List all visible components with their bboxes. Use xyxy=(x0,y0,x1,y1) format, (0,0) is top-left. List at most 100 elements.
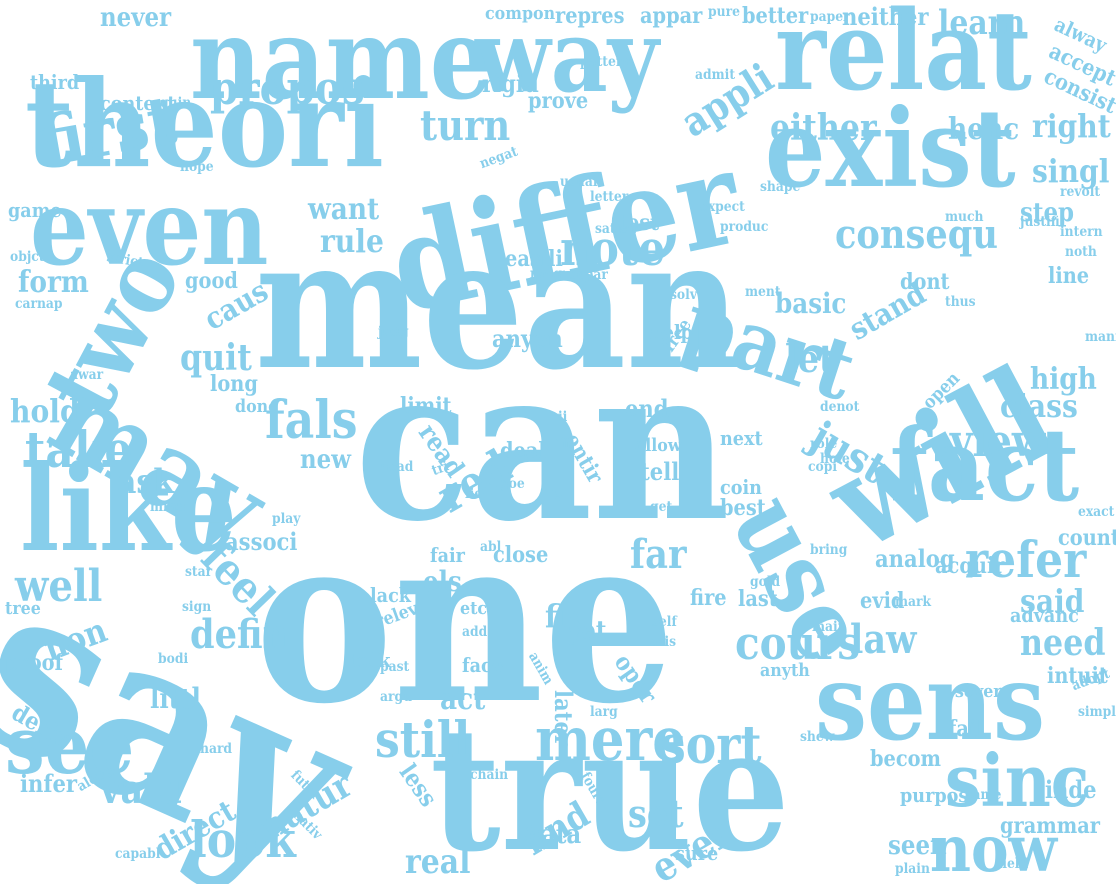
word-get: get xyxy=(650,499,673,515)
word-anyth: anyth xyxy=(760,660,810,681)
word-basic: basic xyxy=(775,287,847,320)
word-name: name xyxy=(190,0,493,125)
word-neither: neither xyxy=(842,2,929,31)
word-star: star xyxy=(185,564,213,580)
word-see: see xyxy=(5,698,135,792)
word-high: high xyxy=(1030,362,1097,397)
word-defin: defin xyxy=(190,611,289,658)
word-head: head xyxy=(380,459,414,475)
word-admit: admit xyxy=(695,67,736,83)
word-shape: shape xyxy=(760,179,801,195)
word-take: take xyxy=(25,420,133,479)
word-far: far xyxy=(630,531,687,578)
word-fix: fix xyxy=(545,597,583,635)
word-right: right xyxy=(1032,107,1112,145)
word-content: content xyxy=(100,91,176,115)
word-propos: propos xyxy=(210,61,365,115)
word-fall: fall xyxy=(550,489,573,505)
word-limit: limit xyxy=(400,393,452,419)
word-exist: exist xyxy=(765,86,1016,212)
word-law: law xyxy=(850,616,917,663)
word-larg: larg xyxy=(590,704,618,720)
word-simpl: simpl xyxy=(1078,704,1116,720)
word-advanc: advanc xyxy=(1010,603,1079,627)
word-one: one xyxy=(255,485,676,755)
word-carnap: carnap xyxy=(15,296,63,312)
word-inde: inde xyxy=(1045,775,1097,804)
word-well: well xyxy=(15,561,103,612)
word-ment: ment xyxy=(745,284,781,300)
word-sens: sens xyxy=(815,640,1046,764)
word-bring: bring xyxy=(810,542,848,558)
word-rule: rule xyxy=(320,222,384,260)
word-form: form xyxy=(18,265,89,300)
word-want: want xyxy=(308,192,380,227)
word-purpos: purpos xyxy=(900,783,969,807)
word-turn: turn xyxy=(420,101,511,150)
word-denot: denot xyxy=(820,399,860,415)
word-compon: compon xyxy=(485,3,556,24)
word-noth: noth xyxy=(1065,244,1097,260)
word-revolt: revolt xyxy=(1060,184,1101,200)
word-bodi: bodi xyxy=(158,651,189,667)
word-play: play xyxy=(272,511,301,527)
word-becom: becom xyxy=(870,746,942,772)
word-rang: rang xyxy=(530,266,563,282)
word-face: face xyxy=(462,653,503,677)
word-hole: hole xyxy=(820,451,850,467)
word-associ: associ xyxy=(225,527,298,556)
word-sign: sign xyxy=(182,599,212,615)
word-singl: singl xyxy=(1032,152,1110,190)
word-shew: shew xyxy=(800,729,835,745)
word-hold: hold xyxy=(10,392,80,430)
word-talk: talk xyxy=(352,648,391,672)
word-either: either xyxy=(770,107,877,149)
word-grammar: grammar xyxy=(1000,813,1101,839)
word-intuit: intuit xyxy=(1046,663,1108,689)
word-appar: appar xyxy=(640,3,703,29)
word-view: view xyxy=(950,416,1046,467)
word-act: act xyxy=(440,682,486,717)
word-test: test xyxy=(618,210,660,236)
word-exact: exact xyxy=(1078,504,1115,520)
word-chain: chain xyxy=(470,767,509,783)
word-rigid: rigid xyxy=(482,69,539,98)
word-fire: fire xyxy=(690,585,727,611)
word-evid: evid xyxy=(860,588,905,614)
word-came: came xyxy=(965,787,1002,803)
word-tree: tree xyxy=(5,598,41,619)
word-iff: iff xyxy=(555,436,570,452)
word-game: game xyxy=(8,198,62,222)
word-real: real xyxy=(405,842,471,882)
word-valu: valu xyxy=(100,766,183,813)
word-next: next xyxy=(720,426,763,450)
word-never: never xyxy=(100,3,172,33)
word-sinc: sinc xyxy=(945,738,1090,823)
word-sort: sort xyxy=(660,715,762,776)
word-sever: sever xyxy=(955,681,1002,702)
word-refer: refer xyxy=(965,530,1087,589)
word-mere: mere xyxy=(535,705,686,775)
word-main: main xyxy=(812,619,847,635)
word-step: step xyxy=(1020,198,1075,228)
word-acquir: acquir xyxy=(935,553,1005,579)
word-goe: goe xyxy=(500,476,525,492)
word-data: data xyxy=(525,820,582,850)
word-littl: littl xyxy=(150,682,201,715)
word-third: third xyxy=(30,70,80,94)
word-let: let xyxy=(785,336,835,381)
word-deal: deal xyxy=(500,438,546,464)
word-mark: mark xyxy=(895,594,932,610)
word-hard: hard xyxy=(200,741,233,757)
word-line: line xyxy=(1048,263,1090,289)
word-pattern: pattern xyxy=(580,54,632,70)
word-look: look xyxy=(190,810,296,869)
word-prove: prove xyxy=(528,88,589,114)
word-yet: yet xyxy=(568,616,607,646)
word-anyon: anyon xyxy=(492,324,563,353)
word-self: self xyxy=(652,614,677,630)
word-way: way xyxy=(475,0,659,115)
word-long: long xyxy=(210,371,258,397)
word-hope: hope xyxy=(180,159,214,175)
